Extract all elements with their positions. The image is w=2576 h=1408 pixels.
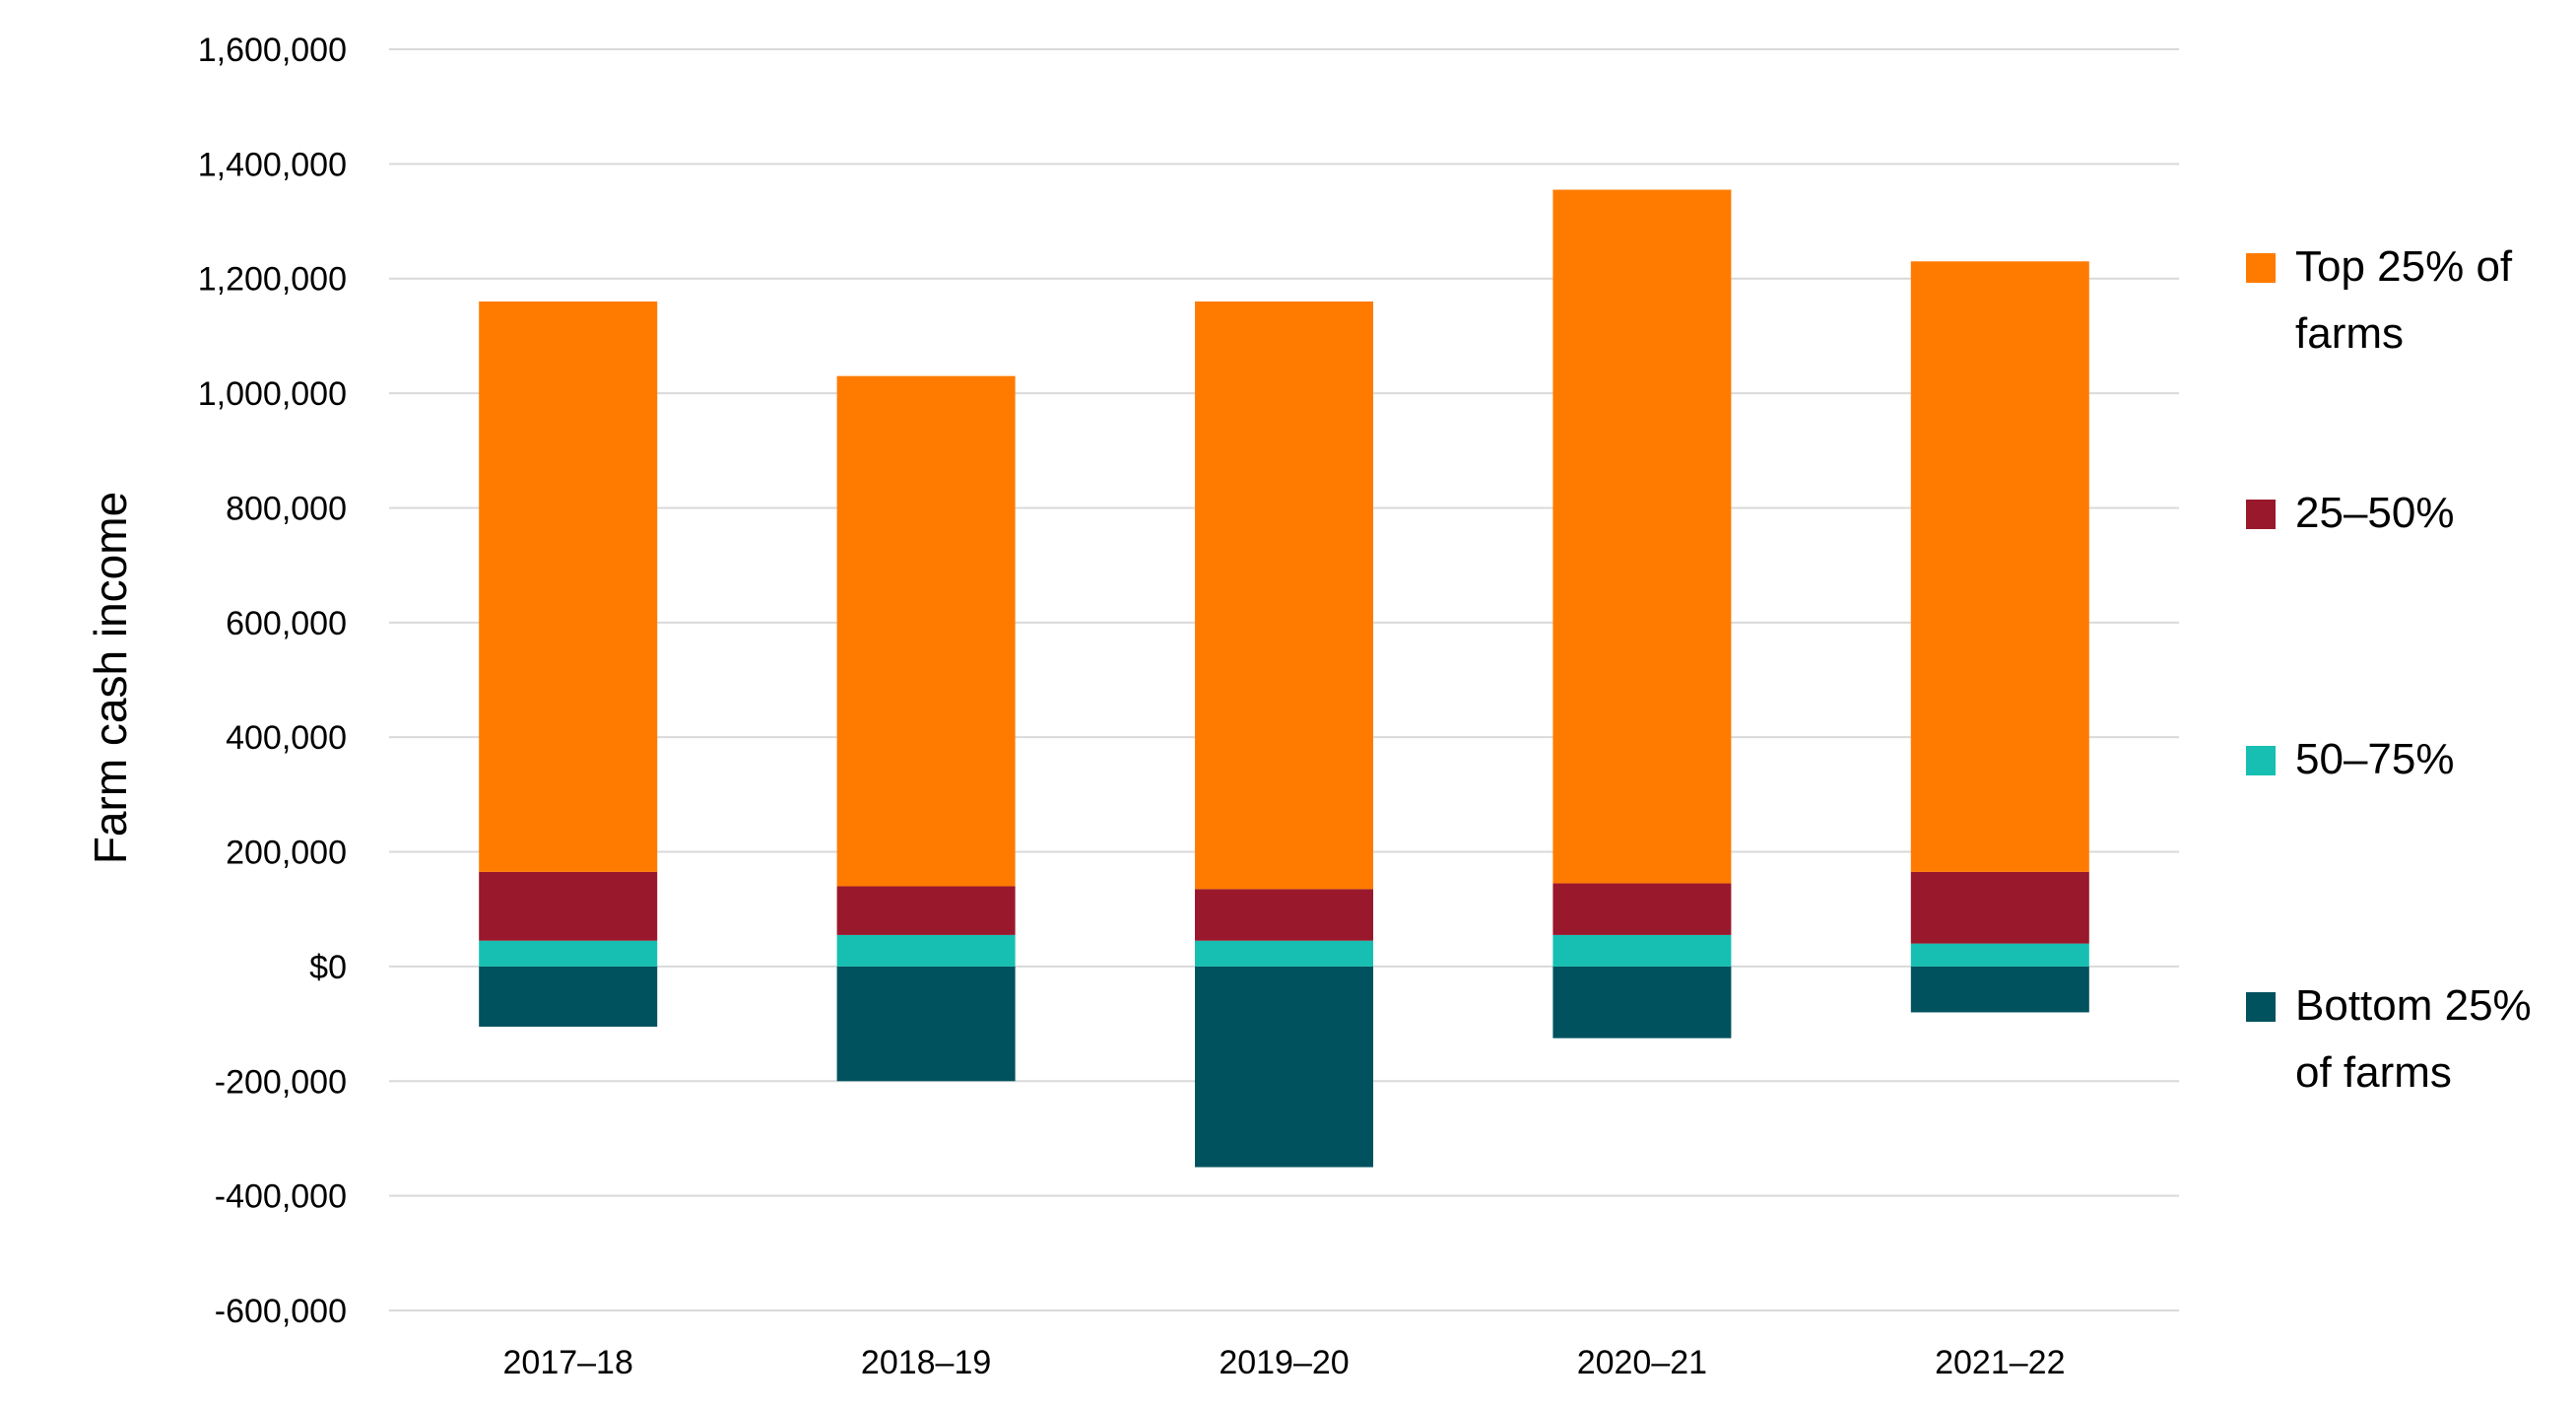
legend-label: Bottom 25%	[2295, 981, 2532, 1030]
legend-label: 50–75%	[2295, 735, 2454, 783]
bars	[479, 189, 2089, 1168]
y-tick-label: 1,400,000	[198, 146, 347, 183]
y-axis-title: Farm cash income	[85, 492, 136, 864]
y-tick-label: 800,000	[226, 490, 347, 527]
bar-segment	[1910, 966, 2089, 1013]
legend-label: of farms	[2295, 1048, 2452, 1097]
legend-label: 25–50%	[2295, 489, 2454, 537]
bar-segment	[1552, 934, 1732, 967]
legend-item: Top 25% of farms	[2246, 242, 2513, 358]
bar-segment	[836, 934, 1016, 967]
bar-segment	[1552, 966, 1732, 1039]
bar-segment	[479, 302, 658, 872]
bar-segment	[1910, 871, 2089, 944]
y-axis-tick-labels: -600,000 -400,000 -200,000 $0 200,000 400,000…	[198, 32, 347, 1330]
y-tick-label: 1,000,000	[198, 375, 347, 413]
legend-label: Top 25% of	[2295, 242, 2513, 291]
legend-item: Bottom 25% of farms	[2246, 981, 2532, 1097]
legend-swatch	[2246, 253, 2276, 283]
x-axis-tick-labels: 2017–18 2018–19 2019–20 2020–21 2021–22	[503, 1344, 2066, 1381]
y-tick-label: 600,000	[226, 605, 347, 642]
bar-segment	[1195, 302, 1373, 890]
bar-segment	[479, 966, 658, 1027]
x-tick-label: 2017–18	[503, 1344, 633, 1381]
bar-segment	[836, 886, 1016, 935]
legend: Top 25% of farms 25–50% 50–75% Bottom 25% of …	[2246, 242, 2532, 1097]
legend-swatch	[2246, 500, 2276, 529]
y-tick-label: 1,600,000	[198, 32, 347, 69]
legend-item: 25–50%	[2246, 489, 2454, 537]
y-tick-label: -400,000	[215, 1178, 347, 1216]
bar-segment	[479, 871, 658, 941]
y-tick-label: 200,000	[226, 835, 347, 872]
bar-segment	[1552, 189, 1732, 884]
x-tick-label: 2021–22	[1935, 1344, 2065, 1381]
bar-segment	[479, 940, 658, 967]
bar-segment	[1552, 883, 1732, 935]
bar-segment	[1910, 261, 2089, 872]
legend-item: 50–75%	[2246, 735, 2454, 783]
bar-segment	[1195, 940, 1373, 967]
legend-swatch	[2246, 746, 2276, 775]
bar-segment	[1910, 943, 2089, 967]
x-tick-label: 2020–21	[1577, 1344, 1707, 1381]
y-tick-label: -600,000	[215, 1293, 347, 1330]
bar-segment	[836, 375, 1016, 887]
x-tick-label: 2019–20	[1219, 1344, 1349, 1381]
x-tick-label: 2018–19	[861, 1344, 991, 1381]
bar-segment	[1195, 889, 1373, 941]
y-tick-label: 400,000	[226, 719, 347, 757]
y-tick-label: 1,200,000	[198, 261, 347, 299]
legend-swatch	[2246, 992, 2276, 1022]
legend-label: farms	[2295, 309, 2404, 358]
y-tick-label: -200,000	[215, 1063, 347, 1101]
bar-segment	[836, 966, 1016, 1082]
bar-segment	[1195, 966, 1373, 1168]
y-tick-label: $0	[309, 949, 347, 986]
